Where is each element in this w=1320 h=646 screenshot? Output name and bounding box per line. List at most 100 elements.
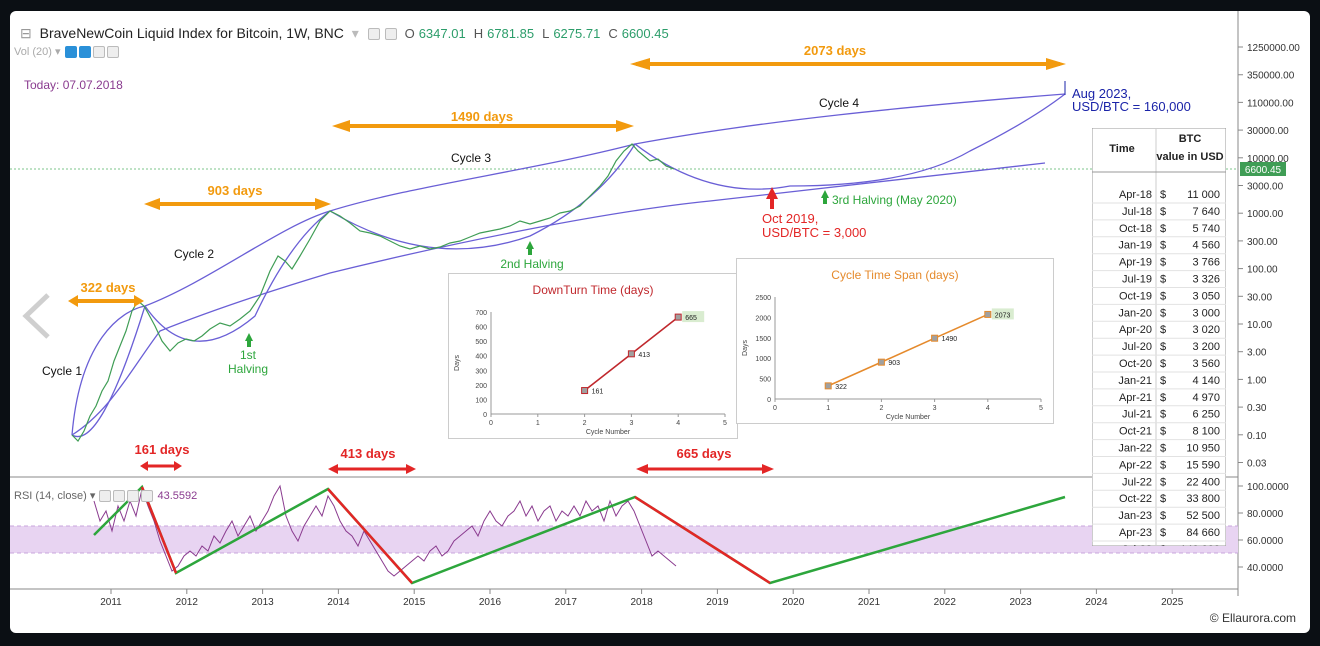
settings-icon[interactable] [78, 46, 91, 59]
table-row-currency: $ [1160, 358, 1166, 370]
table-row-value: 3 050 [1192, 290, 1220, 302]
table-header-value: value in USD [1156, 151, 1223, 163]
chevron-down-icon[interactable]: ▾ [89, 490, 96, 502]
downturn-time-chart: DownTurn Time (days) 0 100 200 300 400 500 600 7… [448, 273, 738, 439]
table-row-time: Apr-22 [1119, 459, 1152, 471]
copyright: © Ellaurora.com [1209, 611, 1296, 625]
hide-icon[interactable] [384, 28, 397, 41]
time-tick-label: 2021 [858, 597, 881, 608]
svg-text:USD/BTC = 3,000: USD/BTC = 3,000 [762, 225, 866, 240]
halving-2: 2nd Halving [500, 241, 564, 271]
inset-ytick: 0 [483, 412, 487, 419]
svg-text:2nd Halving: 2nd Halving [500, 257, 563, 271]
forecast-table: Time BTC value in USD Apr-18 $11 000 Jul-18 $7… [1092, 128, 1226, 546]
inset-ytick: 1500 [755, 336, 771, 343]
inset-ytick: 2500 [755, 295, 771, 302]
svg-text:Oct 2019,: Oct 2019, [762, 211, 818, 226]
table-row-value: 3 326 [1192, 274, 1220, 286]
inset-xlabel: Cycle Number [886, 414, 931, 421]
table-row-time: Oct-22 [1119, 493, 1152, 505]
inset-point [877, 358, 885, 366]
table-row-time: Oct-20 [1119, 358, 1152, 370]
table-row-currency: $ [1160, 544, 1166, 546]
collapse-icon[interactable]: ⊟ [20, 25, 32, 41]
inset-ytick: 500 [759, 377, 771, 384]
span-2073: 2073 days [630, 43, 1066, 70]
inset-data-label: 413 [638, 352, 650, 359]
price-tick-label: 30000.00 [1247, 126, 1289, 137]
price-tick-label: 0.30 [1247, 403, 1267, 414]
svg-text:Halving: Halving [228, 362, 268, 376]
price-series [71, 143, 675, 442]
eye-icon[interactable] [64, 46, 77, 59]
plus-icon[interactable] [127, 490, 140, 503]
table-row-value: 5 740 [1192, 223, 1220, 235]
table-row-time: Apr-19 [1119, 257, 1152, 269]
span-322: 322 days [68, 280, 144, 307]
time-tick-label: 2020 [782, 597, 805, 608]
time-tick-label: 2013 [251, 597, 274, 608]
table-row-time: Apr-21 [1119, 392, 1152, 404]
inset-title: DownTurn Time (days) [533, 283, 654, 297]
inset-xtick: 3 [933, 405, 937, 412]
inset-ytick: 400 [475, 354, 487, 361]
today-label: Today: 07.07.2018 [24, 78, 123, 92]
inset-point [931, 334, 939, 342]
table-row-value: 140 000 [1180, 544, 1220, 546]
table-row-currency: $ [1160, 392, 1166, 404]
svg-text:3rd Halving (May 2020): 3rd Halving (May 2020) [832, 193, 957, 207]
inset-point [984, 310, 992, 318]
aug-2023-annotation: Aug 2023, USD/BTC = 160,000 [1064, 81, 1191, 114]
table-row-currency: $ [1160, 510, 1166, 522]
table-row-value: 84 660 [1186, 527, 1220, 539]
svg-text:1st: 1st [240, 348, 257, 362]
current-price-value: 6600.45 [1245, 165, 1282, 176]
inset-xtick: 5 [723, 420, 727, 427]
table-row-currency: $ [1160, 493, 1166, 505]
span-1490: 1490 days [332, 109, 634, 132]
table-row-time: Jul-18 [1122, 206, 1152, 218]
table-row-currency: $ [1160, 443, 1166, 455]
inset-xtick: 1 [536, 420, 540, 427]
price-tick-label: 0.03 [1247, 459, 1267, 470]
settings-icon[interactable] [367, 28, 380, 41]
close-icon[interactable] [106, 46, 119, 59]
inset-ytick: 300 [475, 368, 487, 375]
close-icon[interactable] [141, 490, 154, 503]
table-row-currency: $ [1160, 189, 1166, 201]
span-1490-label: 1490 days [451, 109, 513, 124]
ohlc-c-label: C [608, 26, 618, 41]
rsi-value: 43.5592 [157, 490, 198, 502]
table-row-value: 4 140 [1192, 375, 1220, 387]
cycle-2-label: Cycle 2 [174, 247, 214, 261]
chevron-down-icon[interactable]: ▾ [351, 25, 359, 41]
chevron-down-icon[interactable]: ▾ [54, 46, 61, 58]
table-row-currency: $ [1160, 290, 1166, 302]
time-tick-label: 2023 [1009, 597, 1032, 608]
plus-icon[interactable] [92, 46, 105, 59]
eye-icon[interactable] [99, 490, 112, 503]
table-row-value: 52 500 [1186, 510, 1220, 522]
table-row-value: 6 250 [1192, 409, 1220, 421]
table-row-value: 3 766 [1192, 257, 1220, 269]
chart-frame: 322 days 903 days 1490 days 2073 days 16… [10, 11, 1310, 633]
rsi-down-2 [327, 488, 413, 584]
table-row-time: Oct-21 [1119, 426, 1152, 438]
ohlc-l-value: 6275.71 [553, 26, 601, 41]
inset-series-line [827, 313, 989, 387]
inset-xtick: 2 [583, 420, 587, 427]
table-row-time: Jul-23 [1122, 544, 1152, 546]
svg-text:Aug 2023,: Aug 2023, [1072, 86, 1131, 101]
inset-ytick: 2000 [755, 315, 771, 322]
cycle-1-label: Cycle 1 [42, 364, 82, 378]
inset-xtick: 0 [489, 420, 493, 427]
chevron-left-icon[interactable] [18, 291, 58, 341]
settings-icon[interactable] [113, 490, 126, 503]
downturn-413: 413 days [328, 446, 416, 474]
inset-xtick: 5 [1039, 405, 1043, 412]
table-row-currency: $ [1160, 409, 1166, 421]
table-row-currency: $ [1160, 324, 1166, 336]
cycle-time-span-chart: Cycle Time Span (days)050010001500200025… [736, 258, 1054, 424]
rsi-tick-label: 80.0000 [1247, 509, 1284, 520]
price-tick-label: 1250000.00 [1247, 43, 1300, 54]
